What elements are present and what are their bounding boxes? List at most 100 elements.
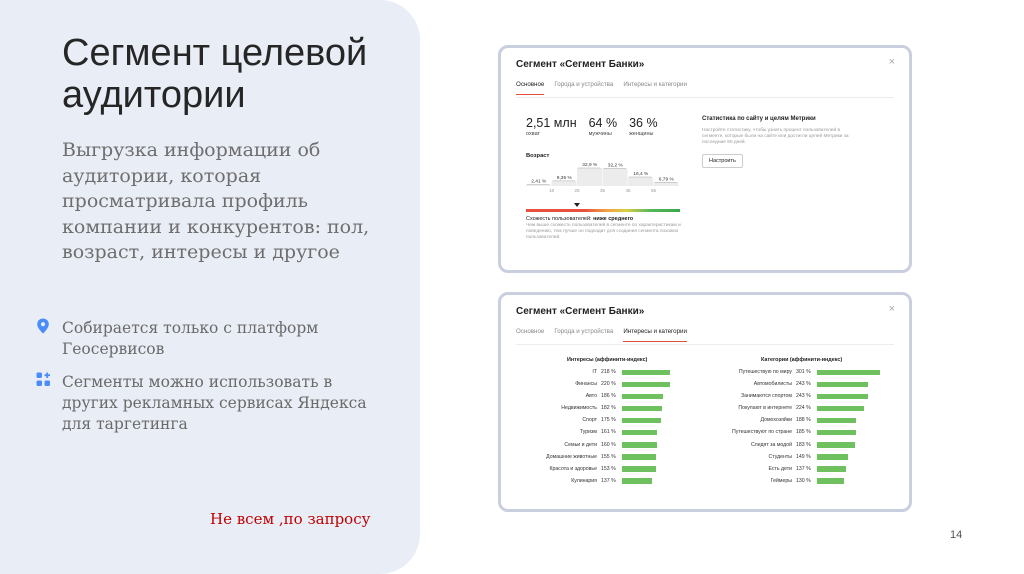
interests-title: Интересы (аффинити-индекс) xyxy=(567,357,648,363)
interests-list: IT 218 % Финансы 220 % Авто 186 % Недвижимость… xyxy=(546,368,671,489)
item-label: Кулинария xyxy=(571,477,597,484)
item-label: Домашние животные xyxy=(546,453,597,460)
list-item: Покупают в интернете 224 % xyxy=(738,404,865,416)
stats-row: 2,51 млн охват 64 % мужчины 36 % женщины xyxy=(526,116,658,137)
list-item: Кулинария 137 % xyxy=(571,477,653,489)
apps-icon xyxy=(36,372,62,435)
stat-value: 2,51 млн xyxy=(526,116,577,130)
list-item: Финансы 220 % xyxy=(575,380,671,392)
age-bar-label: 32,2 % xyxy=(608,162,624,168)
age-bar-label: 9,35 % xyxy=(557,175,573,181)
affinity-bar xyxy=(817,369,881,375)
stat-label: мужчины xyxy=(588,131,612,137)
close-icon[interactable]: × xyxy=(888,303,895,315)
age-tick-label: 45 xyxy=(625,188,631,193)
stat-value: 36 % xyxy=(629,116,658,130)
list-item: Домохозяйки 188 % xyxy=(761,416,857,428)
stat-label: охват xyxy=(526,131,541,137)
age-bar-label: 32,9 % xyxy=(582,162,598,168)
age-chart: 2,41 % 9,35 % 32,9 % 32,2 % 16,4 % 6,79 % 18 25… xyxy=(526,162,679,193)
item-value: 153 % xyxy=(601,465,616,472)
item-value: 183 % xyxy=(796,441,811,448)
tab-main[interactable]: Основное xyxy=(516,81,545,95)
item-value: 160 % xyxy=(601,441,616,448)
list-item: Путешествуют по стране 185 % xyxy=(732,428,856,440)
affinity-bar xyxy=(817,442,856,448)
list-item: Недвижимость 182 % xyxy=(561,404,663,416)
affinity-bar xyxy=(622,393,663,400)
item-value: 243 % xyxy=(796,393,811,400)
affinity-bar xyxy=(622,466,656,472)
item-label: Домохозяйки xyxy=(760,417,792,424)
age-bar xyxy=(602,168,628,186)
metrika-stats-description: Настройте статистику, чтобы узнать проце… xyxy=(702,128,849,145)
list-item: Домашние животные 155 % xyxy=(546,453,657,465)
affinity-bar xyxy=(622,442,658,448)
list-item: Семьи и дети 160 % xyxy=(564,441,658,453)
stat-reach: 2,51 млн охват xyxy=(526,116,577,137)
age-bar xyxy=(551,180,577,186)
tab-cities-devices[interactable]: Города и устройства xyxy=(554,81,614,88)
bullet-text: Собирается только с платформ Геосервисов xyxy=(62,319,319,358)
list-item: IT 218 % xyxy=(592,368,670,380)
tab-bar: Основное Города и устройства Интересы и … xyxy=(516,328,687,342)
tab-main[interactable]: Основное xyxy=(516,328,545,335)
item-value: 188 % xyxy=(796,417,811,424)
age-tick-label: 35 xyxy=(600,188,606,193)
bullet-ad-services: Сегменты можно использовать в других рек… xyxy=(36,372,376,435)
item-label: Путешествую по миру xyxy=(738,369,792,375)
tab-divider xyxy=(516,344,894,345)
bullet-text: Сегменты можно использовать в других рек… xyxy=(62,373,367,433)
item-value: 137 % xyxy=(601,477,616,484)
age-tick-label: 55 xyxy=(651,188,657,193)
item-value: 218 % xyxy=(601,369,616,375)
list-item: Авто 186 % xyxy=(586,392,663,404)
age-tick-label: 18 xyxy=(549,188,555,193)
item-label: Авто xyxy=(585,393,597,400)
similarity-description: Чем выше схожесть пользователей в сегмен… xyxy=(526,223,681,240)
segment-card-overview: Сегмент «Сегмент Банки» × Основное Город… xyxy=(498,45,912,273)
tab-interests[interactable]: Интересы и категории xyxy=(623,81,687,88)
item-label: Спорт xyxy=(582,417,597,424)
item-label: Семьи и дети xyxy=(564,441,597,448)
affinity-bar xyxy=(817,478,845,484)
age-bar-label: 16,4 % xyxy=(633,171,649,177)
list-item: Спорт 175 % xyxy=(582,416,661,428)
categories-list: Путешествую по миру 301 % Автомобилисты 243… xyxy=(732,368,881,489)
tab-cities-devices[interactable]: Города и устройства xyxy=(554,328,614,335)
item-label: Студенты xyxy=(768,453,792,460)
list-item: Путешествую по миру 301 % xyxy=(739,368,881,380)
setup-button[interactable]: Настроить xyxy=(702,154,743,168)
item-value: 220 % xyxy=(601,381,616,388)
item-label: Занимаются спортом xyxy=(741,393,792,400)
card-title: Сегмент «Сегмент Банки» xyxy=(516,306,645,317)
age-bar xyxy=(628,177,653,186)
item-value: 155 % xyxy=(601,453,616,460)
affinity-bar xyxy=(817,393,869,400)
item-value: 243 % xyxy=(796,381,811,388)
list-item: Занимаются спортом 243 % xyxy=(741,392,869,404)
age-bar xyxy=(577,168,602,186)
affinity-bar xyxy=(622,417,661,424)
item-label: Красота и здоровье xyxy=(549,465,598,472)
item-value: 149 % xyxy=(796,453,811,460)
tab-interests[interactable]: Интересы и категории xyxy=(623,328,687,342)
affinity-bar xyxy=(622,478,653,484)
item-value: 224 % xyxy=(796,405,811,412)
footnote: Не всем ,по запросу xyxy=(210,510,371,528)
item-value: 186 % xyxy=(601,393,616,400)
affinity-bar xyxy=(817,417,857,424)
item-value: 185 % xyxy=(796,429,811,436)
item-label: IT xyxy=(592,369,597,375)
bullet-geoservices: Собирается только с платформ Геосервисов xyxy=(36,318,376,360)
age-bar xyxy=(653,182,679,186)
slide-title: Сегмент целевой аудитории xyxy=(62,32,368,116)
list-item: Автомобилисты 243 % xyxy=(754,380,869,392)
close-icon[interactable]: × xyxy=(888,56,895,68)
affinity-bar xyxy=(622,369,670,375)
item-label: Путешествуют по стране xyxy=(732,429,792,436)
similarity-value: ниже среднего xyxy=(593,216,634,222)
similarity-marker xyxy=(574,203,580,207)
item-label: Покупают в интернете xyxy=(738,405,792,412)
item-value: 182 % xyxy=(601,405,616,412)
